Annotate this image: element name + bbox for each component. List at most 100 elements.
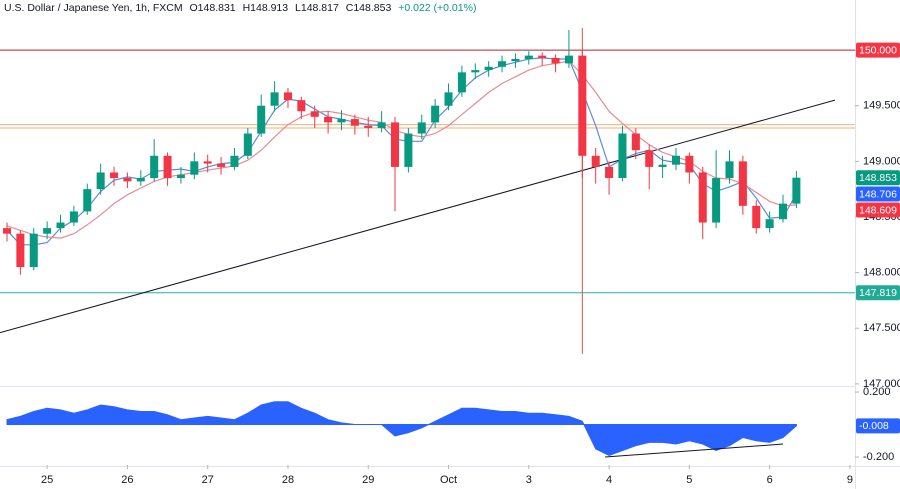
x-tick-label: 29 <box>362 474 374 486</box>
candle-body <box>645 150 654 167</box>
candle-body <box>511 58 520 62</box>
candle-body <box>591 155 600 167</box>
oscillator-trend-line <box>605 443 784 458</box>
candle-body <box>2 228 12 234</box>
candle-body <box>43 228 52 234</box>
candle-body <box>524 55 533 59</box>
candle-body <box>404 133 413 167</box>
candle-body <box>457 72 466 93</box>
quote-close: C148.853 <box>346 2 392 14</box>
oscillator-area <box>6 401 797 456</box>
x-tick-label: 9 <box>847 474 853 486</box>
x-tick-label: Oct <box>440 474 457 486</box>
candle-body <box>364 125 373 128</box>
candle-body <box>484 66 493 71</box>
candle-body <box>150 155 159 179</box>
candle-body <box>123 178 132 182</box>
candle-body <box>498 61 507 67</box>
candle-body <box>350 119 359 126</box>
price-badge-label: 148.609 <box>859 204 897 216</box>
candle-body <box>96 172 105 190</box>
candle-body <box>417 122 426 134</box>
y2-tick-label: -0.200 <box>863 451 894 463</box>
price-badge <box>856 202 900 218</box>
x-tick-label: 5 <box>686 474 692 486</box>
candle-body <box>243 133 252 156</box>
candle-body <box>297 100 306 112</box>
candle-body <box>56 222 65 229</box>
candle-body <box>69 211 78 223</box>
candle-body <box>230 155 239 167</box>
candle-body <box>110 172 119 179</box>
header: U.S. Dollar / Japanese Yen, 1h, FXCM O14… <box>4 2 476 14</box>
candle-body <box>310 111 319 117</box>
x-tick-label: 6 <box>767 474 773 486</box>
candle-body <box>618 133 627 179</box>
y-tick-label: 148.000 <box>863 267 900 279</box>
candle-body <box>270 92 279 106</box>
y-tick-label: 149.500 <box>863 100 900 112</box>
candle-body <box>765 219 774 229</box>
price-badge <box>856 186 900 202</box>
candle-body <box>564 55 573 64</box>
y-tick-label: 147.000 <box>863 378 900 390</box>
candle-body <box>792 177 801 204</box>
candle-body <box>698 172 707 223</box>
quote-high: H148.913 <box>243 2 289 14</box>
x-tick-label: 27 <box>202 474 214 486</box>
x-tick-label: 25 <box>41 474 53 486</box>
candle-body <box>163 155 172 179</box>
candle-body <box>283 92 292 101</box>
candle-body <box>738 161 747 206</box>
candle-body <box>671 155 680 165</box>
trend-line <box>0 99 836 334</box>
candle-body <box>752 205 761 229</box>
candle-body <box>471 70 480 73</box>
candle-body <box>16 233 25 268</box>
plot <box>0 27 855 458</box>
price-badge-label: 150.000 <box>859 44 897 56</box>
quote-low: L148.817 <box>295 2 339 14</box>
candle-body <box>190 161 199 175</box>
change: +0.022 (+0.01%) <box>398 2 476 14</box>
y-tick-label: 149.000 <box>863 155 900 167</box>
price-badge-label: -0.008 <box>859 420 889 432</box>
candle-body <box>605 166 614 179</box>
candle-body <box>176 174 185 179</box>
candle-body <box>725 161 734 179</box>
x-tick-label: 26 <box>121 474 133 486</box>
candle-body <box>324 116 333 123</box>
price-badge <box>856 418 900 434</box>
y-tick-label: 147.500 <box>863 322 900 334</box>
candle-body <box>551 57 560 64</box>
candle-body <box>538 55 547 58</box>
price-badge-label: 148.853 <box>859 172 897 184</box>
moving-average <box>6 60 797 239</box>
price-badge <box>856 42 900 58</box>
candle-body <box>712 178 721 223</box>
x-tick-label: 4 <box>606 474 612 486</box>
price-badge-label: 147.819 <box>859 287 897 299</box>
x-tick-label: 28 <box>282 474 294 486</box>
price-badge-label: 148.706 <box>859 188 897 200</box>
price-badge <box>856 285 900 301</box>
candle-body <box>779 203 788 220</box>
candle-body <box>578 55 587 156</box>
candle-body <box>337 119 346 123</box>
x-tick-label: 3 <box>526 474 532 486</box>
candle-body <box>444 92 453 106</box>
candle-body <box>431 105 440 123</box>
price-badge <box>856 170 900 186</box>
candle-body <box>29 233 38 268</box>
candle-body <box>685 155 694 173</box>
candle-body <box>136 178 145 182</box>
candle-body <box>658 164 667 167</box>
candle-body <box>631 133 640 151</box>
candle-body <box>83 189 92 212</box>
candle-body <box>257 105 266 134</box>
candle-body <box>390 122 400 167</box>
symbol: U.S. Dollar / Japanese Yen, 1h, FXCM <box>4 2 183 14</box>
candle-body <box>203 161 212 164</box>
